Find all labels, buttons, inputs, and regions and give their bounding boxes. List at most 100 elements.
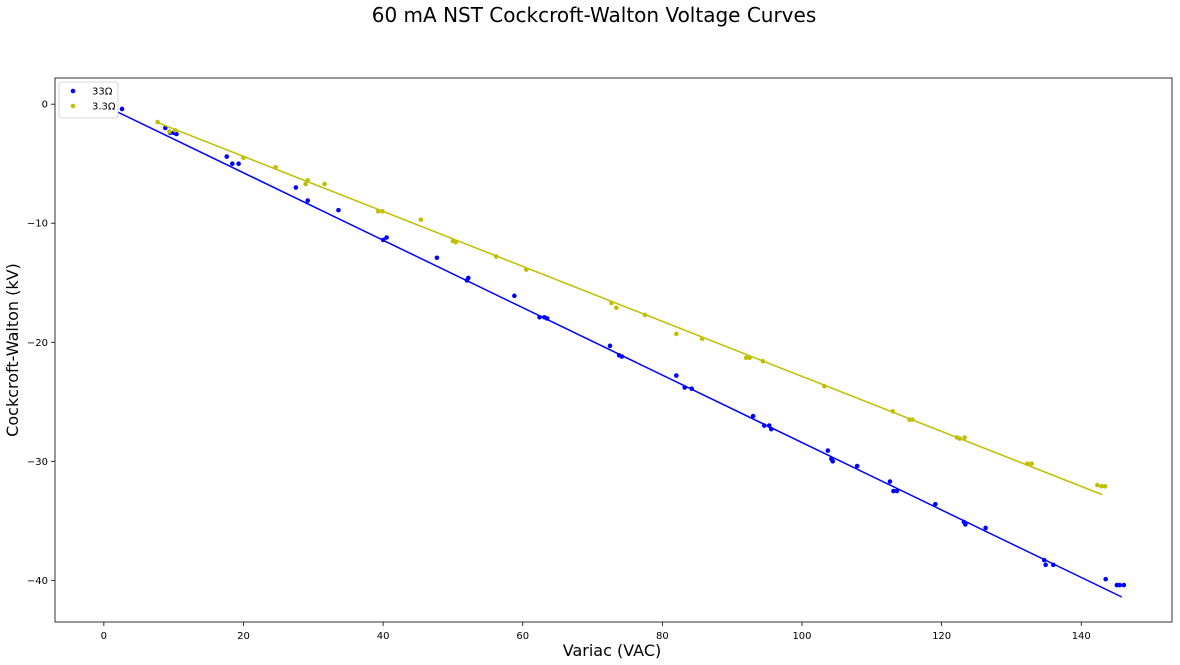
data-point xyxy=(642,312,648,318)
data-point xyxy=(119,106,125,112)
series-layer xyxy=(103,104,1127,598)
y-tick-label: 0 xyxy=(42,100,48,111)
data-point xyxy=(962,435,967,440)
y-axis: 0 −10 −20 −30 −40 xyxy=(27,100,55,587)
data-point xyxy=(155,119,160,125)
data-point xyxy=(1051,562,1056,568)
y-tick-label: −40 xyxy=(27,576,48,587)
data-point xyxy=(894,488,900,494)
data-point xyxy=(273,164,278,170)
data-point xyxy=(891,488,896,494)
data-point xyxy=(1102,483,1108,489)
data-point xyxy=(375,209,381,214)
data-point xyxy=(619,354,625,359)
data-point xyxy=(613,305,619,311)
data-point xyxy=(854,463,860,469)
data-point xyxy=(512,293,517,299)
data-point xyxy=(1095,482,1100,488)
data-point xyxy=(825,448,831,453)
legend-label: 33Ω xyxy=(92,87,113,98)
chart-title: 60 mA NST Cockcroft-Walton Voltage Curve… xyxy=(372,3,817,27)
data-point xyxy=(609,300,614,306)
data-point xyxy=(1121,582,1127,588)
data-point xyxy=(983,525,988,531)
x-tick-label: 140 xyxy=(1072,631,1091,642)
x-axis: 0 20 40 60 80 100 120 140 xyxy=(101,622,1091,642)
x-tick-label: 0 xyxy=(101,631,107,642)
data-point xyxy=(293,185,299,190)
legend-label: 3.3Ω xyxy=(92,102,116,113)
data-point xyxy=(674,331,679,337)
data-point xyxy=(465,275,471,281)
data-point xyxy=(224,154,230,159)
data-point xyxy=(434,255,440,261)
data-point xyxy=(743,355,749,361)
data-point xyxy=(418,217,424,222)
data-point xyxy=(493,254,499,259)
data-point xyxy=(1099,483,1104,489)
data-point xyxy=(933,501,938,507)
data-point xyxy=(305,198,311,203)
data-point xyxy=(768,426,774,432)
data-point xyxy=(544,316,550,321)
data-point xyxy=(236,161,241,167)
x-tick-label: 120 xyxy=(932,631,951,642)
x-tick-label: 60 xyxy=(516,631,529,642)
fit-line xyxy=(155,121,1103,496)
data-point xyxy=(760,359,766,364)
data-point xyxy=(336,207,341,213)
fit-line xyxy=(103,104,1123,598)
x-tick-label: 100 xyxy=(792,631,811,642)
x-tick-label: 40 xyxy=(377,631,390,642)
legend-marker xyxy=(70,103,76,109)
data-point xyxy=(230,161,235,167)
data-point xyxy=(241,155,246,161)
data-point xyxy=(384,235,389,240)
legend-marker xyxy=(70,88,76,94)
data-point xyxy=(699,336,705,341)
plot-frame xyxy=(54,77,1173,623)
data-point xyxy=(1025,461,1030,466)
data-point xyxy=(303,181,308,187)
data-point xyxy=(766,423,772,428)
data-point xyxy=(322,181,327,187)
data-point xyxy=(909,417,915,422)
data-point xyxy=(167,129,172,134)
data-point xyxy=(689,386,694,391)
series-0 xyxy=(103,104,1127,598)
data-point xyxy=(761,423,767,428)
y-tick-label: −10 xyxy=(27,219,48,230)
data-point xyxy=(674,373,679,378)
data-point xyxy=(1043,562,1048,568)
data-point xyxy=(963,522,968,527)
y-axis-title: Cockcroft-Walton (kV) xyxy=(3,263,22,437)
x-tick-label: 80 xyxy=(656,631,669,642)
data-point xyxy=(537,314,542,320)
y-tick-label: −20 xyxy=(27,338,48,349)
data-point xyxy=(607,343,613,349)
x-tick-label: 20 xyxy=(237,631,250,642)
data-point xyxy=(682,385,688,390)
data-point xyxy=(1029,461,1034,466)
data-point xyxy=(890,409,896,414)
data-point xyxy=(523,267,529,272)
series-1 xyxy=(155,119,1108,496)
data-point xyxy=(750,413,756,419)
data-point xyxy=(172,128,178,133)
data-point xyxy=(174,131,179,137)
data-point xyxy=(957,436,963,441)
data-point xyxy=(1117,582,1122,588)
data-point xyxy=(887,479,893,484)
y-tick-label: −30 xyxy=(27,457,48,468)
data-point xyxy=(380,237,386,243)
legend: 33Ω 3.3Ω xyxy=(58,81,119,119)
data-point xyxy=(380,209,385,214)
data-point xyxy=(822,384,827,389)
data-point xyxy=(747,355,752,361)
x-axis-title: Variac (VAC) xyxy=(563,641,661,660)
data-point xyxy=(1103,576,1108,582)
data-point xyxy=(453,239,459,245)
data-point xyxy=(1041,557,1047,563)
data-point xyxy=(830,458,836,464)
